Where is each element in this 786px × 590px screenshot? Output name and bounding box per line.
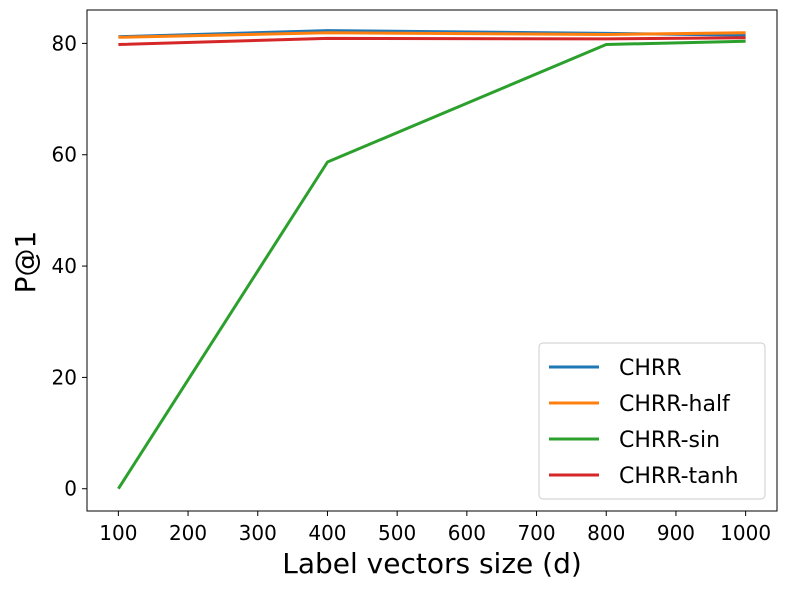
x-tick-label: 600 bbox=[448, 521, 486, 545]
y-axis-label: P@1 bbox=[9, 231, 42, 294]
x-tick-label: 400 bbox=[308, 521, 346, 545]
x-axis-label: Label vectors size (d) bbox=[282, 547, 582, 580]
series-line-chrr-sin bbox=[117, 39, 746, 490]
series-line-chrr-half bbox=[118, 31, 746, 39]
x-tick-label: 1000 bbox=[720, 521, 771, 545]
x-tick-label: 700 bbox=[517, 521, 555, 545]
y-tick-label: 40 bbox=[52, 254, 77, 278]
legend: CHRR CHRR-half CHRR-sin CHRR-tanh bbox=[538, 342, 766, 500]
legend-label-chrr: CHRR bbox=[619, 356, 681, 381]
legend-label-chrr-tanh: CHRR-tanh bbox=[619, 464, 739, 489]
x-tick-label: 800 bbox=[587, 521, 625, 545]
legend-box bbox=[538, 342, 766, 500]
legend-label-chrr-sin: CHRR-sin bbox=[619, 428, 720, 453]
x-tick-label: 900 bbox=[657, 521, 695, 545]
y-tick-label: 0 bbox=[64, 477, 77, 501]
x-tick-label: 200 bbox=[169, 521, 207, 545]
legend-label-chrr-half: CHRR-half bbox=[619, 392, 731, 417]
x-tick-label: 300 bbox=[239, 521, 277, 545]
y-tick-label: 20 bbox=[52, 365, 77, 389]
x-tick-label: 100 bbox=[99, 521, 137, 545]
plot-area-frame bbox=[86, 9, 778, 512]
series-line-chrr-tanh bbox=[118, 36, 746, 46]
y-tick-label: 80 bbox=[52, 31, 77, 55]
y-tick-label: 60 bbox=[52, 143, 77, 167]
x-tick-label: 500 bbox=[378, 521, 416, 545]
